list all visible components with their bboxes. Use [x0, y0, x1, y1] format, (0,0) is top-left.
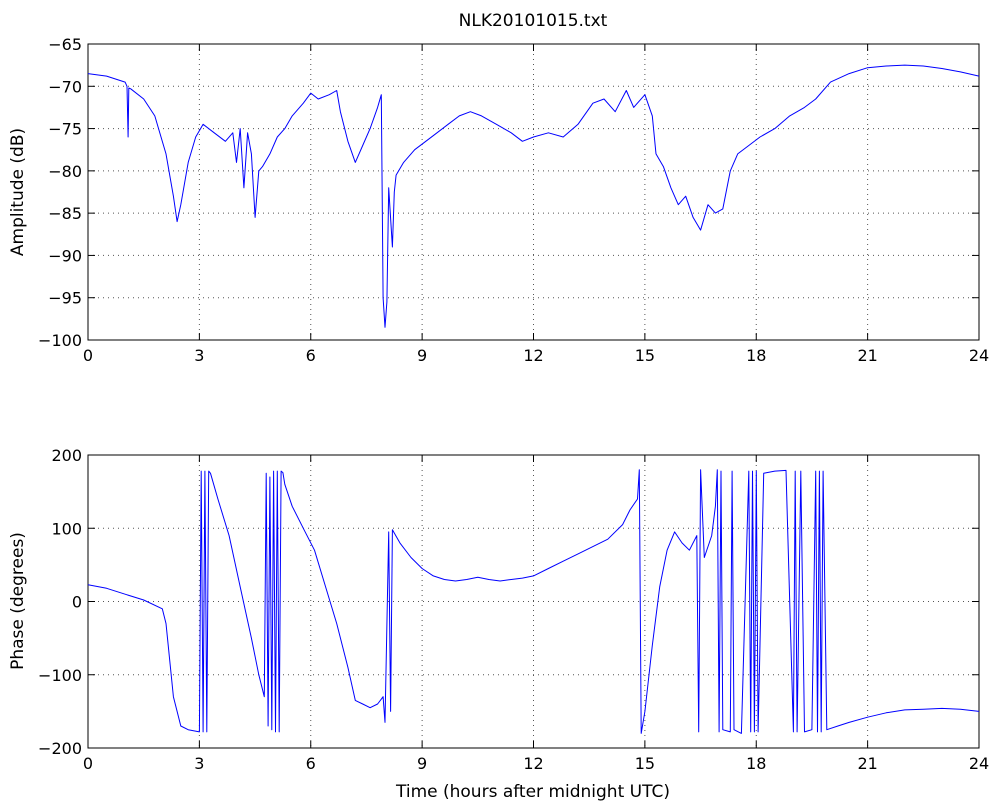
amplitude-y-tick-label: −100	[38, 331, 82, 350]
amplitude-y-tick-label: −95	[48, 289, 82, 308]
amplitude-y-tick-label: −75	[48, 120, 82, 139]
amplitude-x-tick-label: 6	[306, 346, 316, 365]
amplitude-series-line	[87, 64, 980, 328]
phase-y-tick-label: 0	[72, 593, 82, 612]
amplitude-y-tick-label: −90	[48, 246, 82, 265]
amplitude-x-tick-label: 24	[969, 346, 989, 365]
phase-x-tick-label: 24	[969, 754, 989, 773]
amplitude-x-tick-label: 9	[417, 346, 427, 365]
phase-x-tick-label: 18	[746, 754, 766, 773]
amplitude-y-tick-label: −85	[48, 204, 82, 223]
phase-x-tick-label: 0	[83, 754, 93, 773]
phase-ticks: 0 3 6 9 12 15 18 21 24 −200 −100 0 100 200	[38, 446, 989, 773]
amplitude-axes: 0 3 6 9 12 15 18 21 24−100−95−90−85−80−75−70−65 …	[8, 35, 989, 365]
amplitude-series	[87, 64, 980, 328]
phase-x-tick-label: 3	[194, 754, 204, 773]
phase-x-tick-label: 15	[635, 754, 655, 773]
phase-x-tick-label: 6	[306, 754, 316, 773]
phase-x-tick-label: 9	[417, 754, 427, 773]
phase-grid	[88, 455, 979, 748]
amplitude-x-tick-label: 0	[83, 346, 93, 365]
phase-series	[87, 469, 980, 734]
plot-title: NLK20101015.txt	[459, 11, 608, 31]
amplitude-y-tick-label: −80	[48, 162, 82, 181]
amplitude-ticks: 0 3 6 9 12 15 18 21 24 −100 −95 −90 −85 −80 −75 −70 −65	[38, 35, 989, 365]
phase-x-tick-label: 12	[523, 754, 543, 773]
amplitude-y-tick-label: −65	[48, 35, 82, 54]
amplitude-y-axis-title: Amplitude (dB)	[8, 128, 28, 256]
amplitude-x-tick-label: 12	[523, 346, 543, 365]
amplitude-x-tick-label: 21	[857, 346, 877, 365]
phase-y-tick-label: 100	[51, 519, 82, 538]
amplitude-x-tick-label: 3	[194, 346, 204, 365]
amplitude-x-tick-label: 15	[635, 346, 655, 365]
phase-y-tick-label: −100	[38, 666, 82, 685]
amplitude-plot-area	[87, 43, 980, 341]
phase-y-tick-label: 200	[51, 446, 82, 465]
phase-series-line	[87, 469, 980, 734]
amplitude-grid	[88, 44, 979, 340]
time-x-axis-title: Time (hours after midnight UTC)	[395, 782, 670, 802]
phase-axes: 0 3 6 9 12 15 18 21 24 −200 −100 0 100 200 Phase (deg…	[8, 446, 989, 802]
phase-y-axis-title: Phase (degrees)	[8, 532, 28, 670]
phase-x-tick-label: 21	[857, 754, 877, 773]
amplitude-x-tick-label: 18	[746, 346, 766, 365]
phase-y-tick-label: −200	[38, 739, 82, 758]
amplitude-y-tick-label: −70	[48, 77, 82, 96]
